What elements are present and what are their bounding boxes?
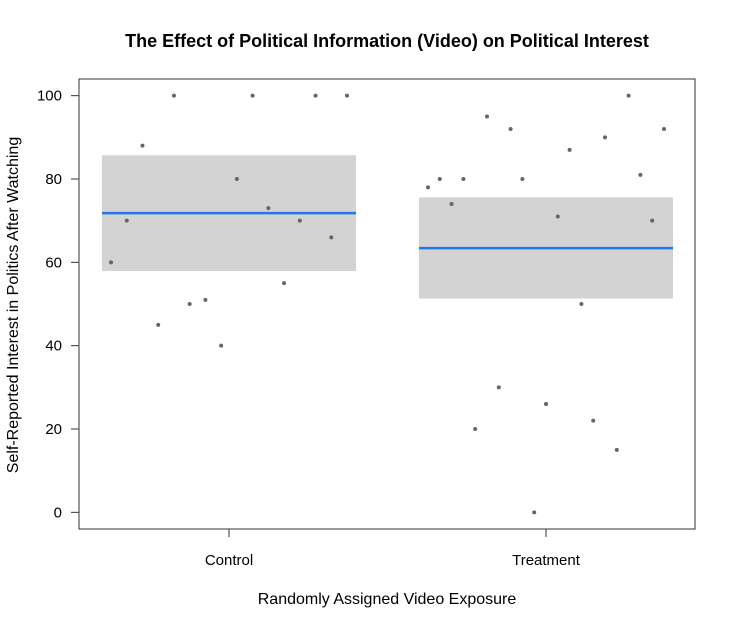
y-tick-label: 80 [45, 171, 62, 188]
data-point [219, 343, 224, 348]
data-point [473, 427, 478, 431]
data-point [329, 235, 334, 240]
data-point [496, 385, 501, 390]
data-point [297, 218, 302, 223]
data-point [109, 260, 113, 265]
data-point [579, 302, 584, 306]
x-tick-label: Treatment [512, 552, 581, 569]
data-point [156, 322, 161, 327]
data-point [140, 143, 145, 148]
y-tick-label: 0 [54, 504, 62, 521]
data-point [266, 206, 271, 211]
data-point [345, 93, 349, 98]
data-point [603, 135, 607, 140]
data-point [449, 202, 454, 206]
data-point [662, 127, 666, 131]
data-point [171, 93, 176, 98]
data-point [250, 93, 255, 98]
data-point [124, 218, 129, 223]
x-axis-label: Randomly Assigned Video Exposure [258, 591, 517, 608]
data-point [532, 510, 537, 515]
data-point [544, 402, 548, 406]
y-axis: 0 20 40 60 80 100 [37, 88, 80, 521]
y-tick-label: 100 [37, 88, 62, 105]
data-point [461, 177, 466, 181]
data-point [555, 214, 560, 219]
data-point [508, 127, 513, 131]
chart-title: The Effect of Political Information (Vid… [125, 31, 649, 51]
data-point [426, 185, 430, 190]
mean-lines [102, 211, 673, 250]
data-point [626, 93, 631, 98]
x-tick-label: Control [205, 552, 253, 569]
confidence-bands [102, 155, 673, 299]
data-point [282, 281, 287, 286]
y-tick-label: 40 [45, 338, 62, 355]
data-point [650, 218, 655, 223]
y-tick-label: 20 [45, 421, 62, 438]
data-point [485, 114, 489, 119]
data-points [109, 93, 666, 515]
data-point [638, 172, 643, 177]
x-axis: Control Treatment [205, 528, 581, 569]
data-point [614, 447, 619, 452]
y-axis-label: Self-Reported Interest in Politics After… [5, 137, 22, 473]
data-point [591, 418, 596, 423]
data-point [234, 177, 239, 181]
y-tick-label: 60 [45, 254, 62, 271]
data-point [203, 297, 208, 302]
data-point [437, 177, 442, 181]
plot-frame [78, 78, 696, 530]
data-point [520, 177, 525, 181]
data-point [187, 302, 192, 306]
data-point [313, 93, 318, 98]
data-point [567, 147, 572, 152]
